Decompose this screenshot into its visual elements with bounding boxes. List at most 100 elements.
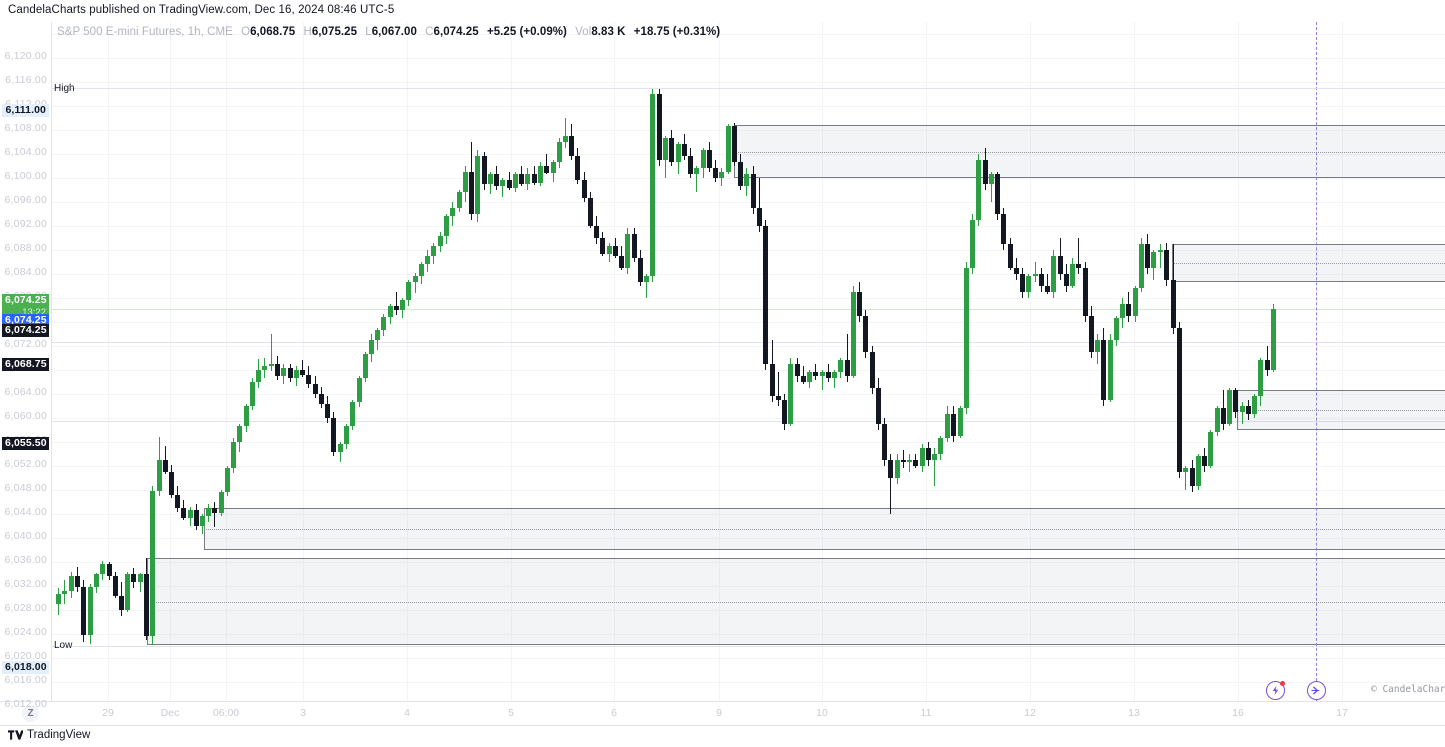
candle-body-up [463, 172, 468, 193]
vertical-gridline [1342, 22, 1343, 701]
price-axis-tick: 6,028.00 [4, 602, 47, 614]
candle-body-down [582, 180, 587, 199]
time-scale[interactable]: Z 29 Dec 06:00 3 4 5 6 9 10 11 12 13 16 17 [0, 701, 1445, 725]
candle-body-down [175, 494, 180, 508]
forward-button[interactable] [1307, 681, 1326, 700]
price-axis-tick: 6,060.00 [4, 410, 47, 422]
candle-body-up [1114, 318, 1119, 340]
candle-body-down [669, 138, 674, 163]
vertical-gridline [822, 22, 823, 701]
tradingview-logo[interactable]: TradingView [8, 729, 90, 741]
candle-body-up [388, 306, 393, 318]
zone-midline [1237, 409, 1445, 411]
candle-body-up [1227, 390, 1232, 424]
candle-wick [1078, 238, 1079, 274]
time-axis-tick: 6 [611, 707, 617, 719]
price-scale[interactable]: 6,120.006,116.006,112.006,108.006,104.00… [0, 22, 52, 710]
price-level-line[interactable] [52, 421, 1445, 422]
candle-wick [140, 572, 141, 592]
supply-zone-upper[interactable] [734, 125, 1445, 178]
candle-body-up [1208, 432, 1213, 466]
candle-body-up [206, 508, 211, 517]
price-axis-tick: 6,104.00 [4, 146, 47, 158]
candle-body-down [325, 403, 330, 418]
candle-body-down [1001, 214, 1006, 244]
horizontal-gridline [52, 466, 1445, 467]
candle-body-up [1158, 250, 1163, 253]
candle-body-up [895, 460, 900, 478]
time-axis-tick: 4 [404, 707, 410, 719]
candle-wick [546, 154, 547, 175]
candle-body-up [920, 448, 925, 466]
candle-body-down [1246, 406, 1251, 415]
candle-wick [415, 272, 416, 294]
candle-body-down [212, 508, 217, 513]
horizontal-gridline [52, 514, 1445, 515]
candle-body-down [594, 226, 599, 238]
session-extreme-line [52, 646, 1445, 647]
candle-body-down [882, 424, 887, 460]
candle-body-up [1252, 396, 1257, 415]
candle-body-up [369, 340, 374, 355]
candle-body-up [832, 372, 837, 379]
candle-body-up [219, 492, 224, 513]
replay-button[interactable] [1266, 681, 1285, 700]
candle-body-down [544, 166, 549, 174]
candle-body-down [569, 136, 574, 157]
candle-body-down [757, 208, 762, 226]
candle-body-down [951, 414, 956, 436]
candle-body-down [1008, 244, 1013, 268]
candle-body-up [150, 490, 155, 637]
price-level-line[interactable] [52, 341, 1445, 343]
candle-body-down [845, 360, 850, 376]
candle-body-down [913, 460, 918, 466]
price-axis-tick: 6,100.00 [4, 170, 47, 182]
chart-pane[interactable] [52, 22, 1445, 701]
vertical-gridline [1030, 22, 1031, 701]
price-tag-last[interactable]: 6,074.25 [2, 324, 49, 337]
price-tag-lvl2[interactable]: 6,055.50 [2, 437, 49, 450]
candle-body-up [719, 172, 724, 178]
price-level-line[interactable] [52, 308, 1445, 310]
time-axis-tick: 12 [1024, 707, 1036, 719]
candle-body-up [958, 408, 963, 436]
candle-body-up [744, 174, 749, 187]
legend-symbol[interactable]: S&P 500 E-mini Futures, 1h, CME [57, 26, 233, 38]
candle-body-up [500, 180, 505, 187]
candle-body-up [157, 460, 162, 491]
horizontal-gridline [52, 442, 1445, 443]
candle-wick [565, 118, 566, 148]
price-tag-ohlc-green[interactable]: 6,074.25 [2, 294, 49, 307]
time-axis-tick: 17 [1336, 707, 1348, 719]
price-tag-low[interactable]: 6,018.00 [2, 661, 49, 674]
price-tag-blue[interactable]: 6,074.25 [2, 314, 49, 327]
candle-body-up [62, 590, 67, 595]
price-tag-lvl1[interactable]: 6,068.75 [2, 358, 49, 371]
candle-body-down [782, 400, 787, 424]
candle-body-up [444, 216, 449, 236]
publication-caption: CandelaCharts published on TradingView.c… [8, 4, 395, 16]
candle-wick [1047, 274, 1048, 295]
legend-close-label: C [425, 26, 434, 38]
candle-body-up [400, 300, 405, 310]
horizontal-gridline [52, 298, 1445, 299]
legend-change: +5.25 (+0.09%) [486, 26, 567, 38]
candle-body-up [375, 330, 380, 340]
candle-body-down [275, 364, 280, 376]
timezone-button[interactable]: Z [22, 705, 39, 722]
candle-body-down [863, 316, 868, 352]
candle-body-up [851, 292, 856, 376]
candle-body-up [1196, 456, 1201, 487]
vertical-gridline [511, 22, 512, 701]
demand-zone-base[interactable] [147, 558, 1445, 645]
candle-body-down [1202, 456, 1207, 466]
candle-wick [165, 445, 166, 475]
vertical-gridline [226, 22, 227, 701]
candle-body-up [551, 162, 556, 174]
candle-body-up [989, 174, 994, 184]
candle-body-down [870, 352, 875, 388]
candle-body-down [163, 460, 168, 472]
candle-body-down [1039, 274, 1044, 286]
candle-body-up [350, 402, 355, 427]
price-tag-high[interactable]: 6,111.00 [2, 104, 49, 117]
